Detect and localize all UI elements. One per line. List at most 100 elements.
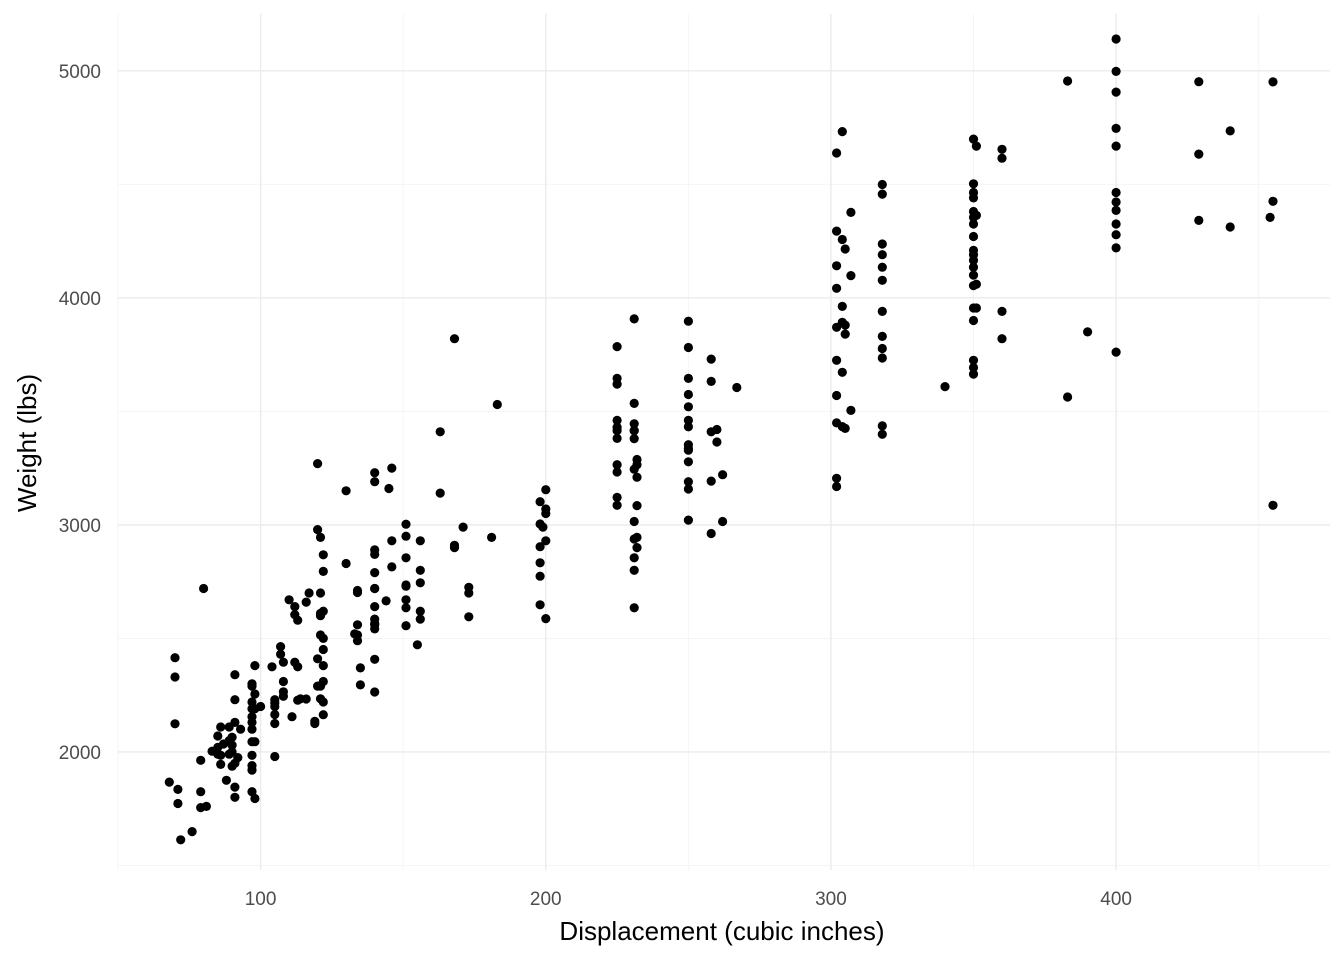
data-point xyxy=(315,588,326,598)
data-point xyxy=(971,303,982,313)
data-point xyxy=(683,457,694,467)
data-point xyxy=(877,331,887,341)
data-point xyxy=(247,679,257,689)
data-point xyxy=(629,426,639,436)
data-point xyxy=(612,422,622,432)
data-point xyxy=(301,694,311,704)
data-point xyxy=(997,306,1007,316)
data-point xyxy=(712,424,722,435)
data-point xyxy=(401,531,411,541)
data-point xyxy=(227,740,237,750)
data-point xyxy=(706,476,716,486)
data-point xyxy=(629,314,639,324)
data-point xyxy=(216,722,226,732)
data-point xyxy=(535,600,545,610)
data-point xyxy=(173,784,183,795)
data-point xyxy=(318,644,328,655)
data-point xyxy=(1063,76,1073,86)
data-point xyxy=(683,440,694,450)
data-point xyxy=(877,275,887,285)
data-point xyxy=(318,710,328,720)
data-point xyxy=(1268,196,1278,206)
data-point xyxy=(293,615,303,625)
data-point xyxy=(216,750,226,760)
data-point xyxy=(837,301,847,311)
data-point xyxy=(683,389,694,400)
data-point xyxy=(435,488,445,498)
data-point xyxy=(341,558,351,569)
data-point xyxy=(352,620,363,630)
data-point xyxy=(464,588,474,598)
data-point xyxy=(968,219,979,229)
data-point xyxy=(284,595,294,605)
data-point xyxy=(370,687,380,697)
data-point xyxy=(612,467,622,477)
data-point xyxy=(250,737,260,747)
y-tick-label: 2000 xyxy=(59,743,101,764)
data-point xyxy=(164,777,174,787)
data-point xyxy=(315,532,326,543)
data-point xyxy=(629,419,639,429)
data-point xyxy=(535,542,545,552)
data-point xyxy=(968,315,979,326)
data-point xyxy=(612,492,622,502)
data-point xyxy=(1111,187,1121,198)
data-point xyxy=(971,141,982,151)
data-point xyxy=(612,342,622,352)
data-point xyxy=(629,603,639,613)
data-point xyxy=(612,415,622,425)
data-point xyxy=(612,433,622,443)
data-point xyxy=(997,144,1007,154)
data-point xyxy=(1111,205,1121,215)
data-point xyxy=(629,434,639,444)
y-axis-tick-labels: 2000 3000 4000 5000 xyxy=(59,62,101,764)
data-point xyxy=(541,485,551,495)
data-point xyxy=(968,369,979,379)
data-point xyxy=(318,606,328,616)
data-point xyxy=(247,750,257,760)
data-point xyxy=(230,670,240,680)
data-point xyxy=(840,329,850,339)
data-point xyxy=(877,239,887,249)
data-point xyxy=(401,581,411,591)
data-point xyxy=(612,460,622,470)
data-point xyxy=(718,470,728,480)
data-point xyxy=(270,718,280,729)
data-point xyxy=(250,661,260,671)
data-point xyxy=(1111,66,1121,76)
data-point xyxy=(313,525,323,535)
data-point xyxy=(541,508,551,519)
data-point xyxy=(877,353,887,363)
data-point xyxy=(458,522,468,532)
data-point xyxy=(846,271,856,281)
data-point xyxy=(877,179,887,190)
data-point xyxy=(632,543,642,553)
data-point xyxy=(370,477,380,487)
data-point xyxy=(318,676,328,687)
data-point xyxy=(276,649,286,659)
data-point xyxy=(384,483,394,494)
data-point xyxy=(940,382,950,392)
data-point xyxy=(541,614,551,624)
data-point xyxy=(1111,243,1121,253)
data-point xyxy=(370,654,380,664)
data-point xyxy=(247,765,257,775)
data-point xyxy=(310,718,320,729)
data-point xyxy=(355,663,365,673)
data-point xyxy=(236,724,246,734)
data-point xyxy=(629,553,639,563)
data-point xyxy=(1111,197,1121,207)
data-point xyxy=(1111,141,1121,151)
data-point xyxy=(968,245,979,255)
data-point xyxy=(415,606,425,616)
data-point xyxy=(877,429,887,439)
data-point xyxy=(370,568,380,578)
data-point xyxy=(247,724,257,734)
data-point xyxy=(535,571,545,581)
data-point xyxy=(370,614,380,624)
data-point xyxy=(278,657,288,667)
data-point xyxy=(464,612,474,622)
data-point xyxy=(1225,126,1235,136)
data-point xyxy=(1083,327,1093,337)
data-point xyxy=(173,798,183,809)
